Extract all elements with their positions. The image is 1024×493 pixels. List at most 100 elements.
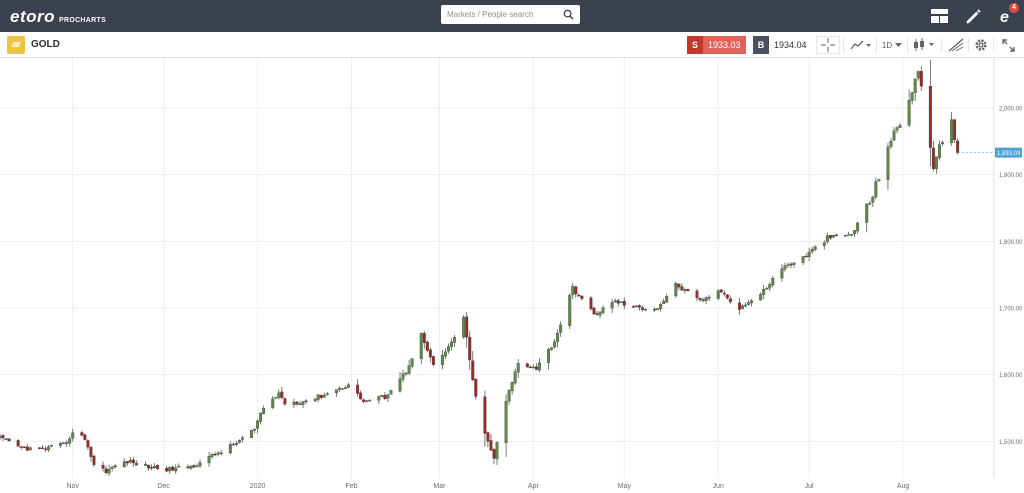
search-icon[interactable]: [563, 9, 574, 20]
candle-body: [716, 290, 720, 299]
candle-body: [483, 396, 487, 434]
candle-body: [768, 284, 772, 289]
candle-body: [531, 366, 535, 369]
instrument-toolbar: GOLD S 1933.03 B 1934.04 1D: [0, 32, 1024, 58]
candle-body: [453, 337, 457, 343]
candle-body: [941, 142, 944, 144]
candle-body: [407, 365, 411, 374]
candle-body: [789, 263, 793, 266]
candle-body: [528, 366, 532, 369]
search-box[interactable]: [441, 5, 580, 24]
drawing-tools-button[interactable]: [945, 36, 967, 54]
candle-body: [65, 442, 69, 444]
candle-body: [601, 307, 605, 313]
candle-body: [783, 265, 787, 270]
candle-body: [319, 394, 323, 398]
candle-body: [277, 392, 281, 398]
candle-body: [644, 308, 647, 311]
candle-body: [22, 446, 26, 448]
candle-body: [910, 92, 914, 101]
candle-body: [844, 235, 847, 237]
price-chart[interactable]: Nov Dec 2020 Feb Mar Apr May Jun Jul Aug 1,500.00 1…: [0, 58, 1024, 493]
candle-body: [871, 196, 875, 203]
candle-body: [886, 146, 890, 180]
last-price-label: 1,933.03: [997, 151, 1021, 157]
candle-body: [810, 248, 814, 252]
candle-body: [865, 203, 869, 223]
candle-body: [919, 71, 923, 87]
candle-body: [610, 302, 614, 309]
candle-body: [750, 300, 754, 304]
sell-button[interactable]: S 1933.03: [687, 36, 746, 54]
candle-body: [928, 85, 932, 148]
candle-body: [198, 462, 202, 467]
candle-body: [656, 308, 660, 310]
candle-body: [386, 394, 390, 399]
candle-body: [313, 398, 317, 402]
candle-body: [186, 466, 190, 469]
logo-text: etoro: [10, 7, 55, 26]
candle-body: [71, 432, 75, 439]
last-price-tag: [995, 147, 1022, 158]
candle-body: [659, 304, 663, 309]
pencil-icon[interactable]: [962, 5, 984, 27]
buy-button[interactable]: B 1934.04: [753, 36, 812, 54]
candle-body: [389, 390, 393, 395]
candle-body: [447, 346, 450, 352]
indicators-button[interactable]: [848, 36, 874, 54]
notifications-icon[interactable]: e 4: [996, 3, 1019, 27]
candle-body: [271, 398, 275, 408]
candle-body: [219, 452, 223, 454]
candle-body: [468, 336, 472, 361]
candle-body: [156, 465, 160, 469]
svg-text:e: e: [1000, 9, 1009, 25]
candle-body: [131, 459, 135, 464]
candle-body: [868, 203, 872, 205]
candle-body: [907, 100, 911, 126]
crosshair-button[interactable]: [816, 36, 840, 54]
candle-body: [489, 440, 493, 451]
candle-body: [950, 119, 954, 144]
candle-body: [110, 466, 114, 469]
candle-body: [619, 301, 623, 303]
candle-body: [510, 382, 514, 391]
x-tick-label: Jul: [805, 483, 814, 490]
etoro-logo[interactable]: etoro PROCHARTS: [10, 5, 106, 27]
candle-body: [298, 403, 302, 405]
candle-body: [322, 395, 326, 398]
candle-body: [634, 305, 638, 307]
search-input[interactable]: [447, 7, 559, 22]
settings-button[interactable]: [971, 36, 991, 54]
candle-body: [62, 442, 66, 444]
candle-body: [595, 313, 599, 315]
chart-type-dropdown[interactable]: [911, 36, 939, 54]
candle-body: [107, 468, 111, 474]
candlestick-icon: [914, 38, 934, 51]
candle-body: [359, 392, 363, 400]
candle-body: [853, 230, 857, 234]
candle-body: [707, 297, 711, 299]
top-navigation-bar: etoro PROCHARTS e 4: [0, 0, 1024, 32]
timeframe-dropdown[interactable]: 1D: [880, 36, 904, 54]
candle-body: [889, 141, 893, 147]
candle-body: [741, 305, 744, 309]
candle-body: [792, 262, 796, 265]
candle-body: [934, 156, 938, 170]
candle-body: [344, 387, 347, 389]
candle-body: [804, 255, 808, 258]
candle-body: [250, 430, 253, 438]
candle-body: [831, 235, 835, 238]
layout-icon[interactable]: [928, 5, 950, 27]
fullscreen-button[interactable]: [997, 36, 1019, 54]
candle-body: [83, 434, 87, 440]
chart-area[interactable]: Nov Dec 2020 Feb Mar Apr May Jun Jul Aug 1,500.00 1…: [0, 58, 1024, 493]
y-tick-label: 1,500.00: [999, 440, 1023, 446]
candle-body: [680, 286, 684, 291]
candle-body: [262, 408, 266, 414]
candle-body: [16, 440, 20, 447]
candle-body: [216, 452, 220, 455]
candle-body: [404, 372, 408, 375]
candle-body: [144, 463, 147, 466]
candle-body: [834, 234, 838, 236]
candle-body: [4, 438, 8, 440]
